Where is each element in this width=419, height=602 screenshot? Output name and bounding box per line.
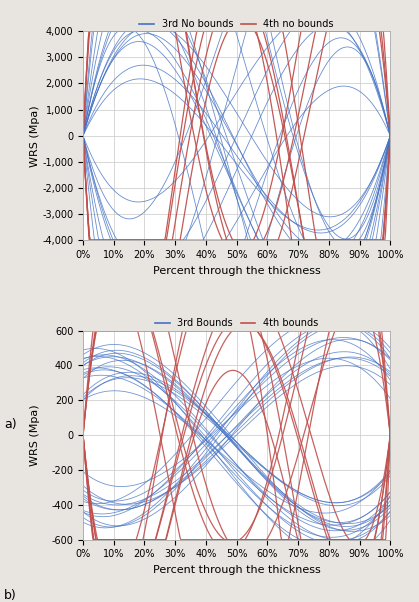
Text: a): a) [4, 418, 17, 431]
Legend: 3rd No bounds, 4th no bounds: 3rd No bounds, 4th no bounds [135, 15, 338, 33]
Y-axis label: WRS (Mpa): WRS (Mpa) [30, 405, 40, 466]
Legend: 3rd Bounds, 4th bounds: 3rd Bounds, 4th bounds [151, 315, 322, 332]
X-axis label: Percent through the thickness: Percent through the thickness [153, 565, 321, 575]
Text: b): b) [4, 589, 17, 602]
X-axis label: Percent through the thickness: Percent through the thickness [153, 265, 321, 276]
Y-axis label: WRS (Mpa): WRS (Mpa) [30, 105, 40, 167]
